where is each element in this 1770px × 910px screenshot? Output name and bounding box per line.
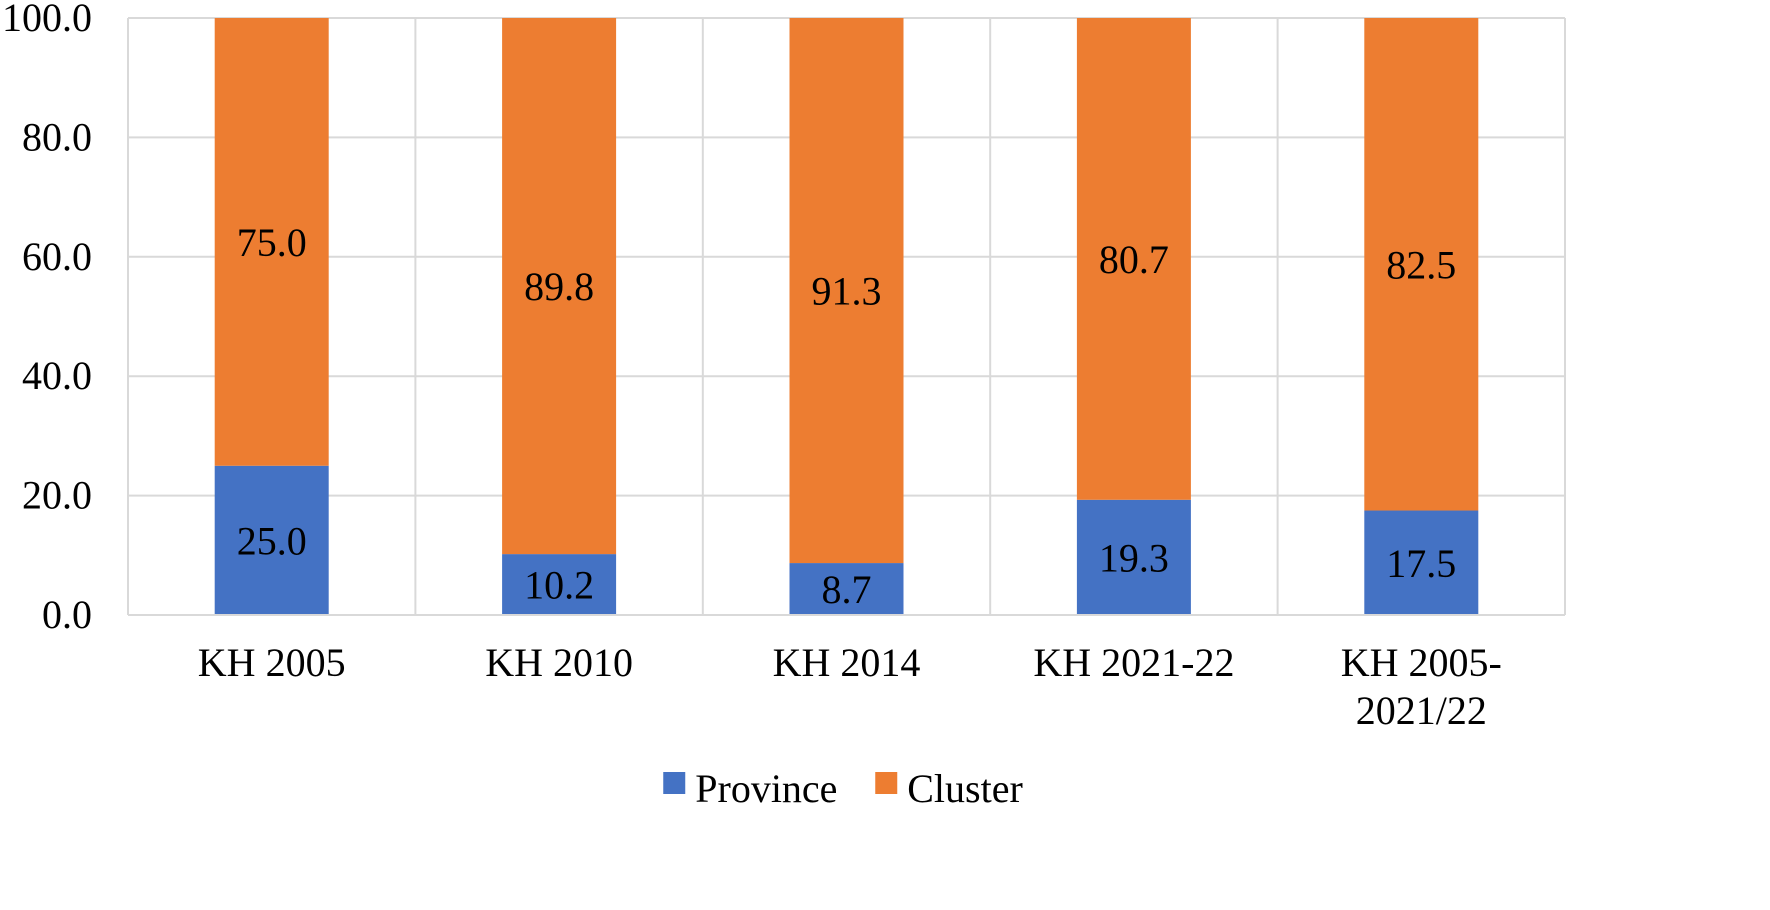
axes: 0.0 20.0 40.0 60.0 80.0 100.0 KH 2005 KH 2010 KH… <box>2 0 1565 733</box>
bar-segment-province <box>1076 499 1191 615</box>
bar-segment-cluster <box>789 18 904 564</box>
bar-segment-cluster <box>1076 18 1191 500</box>
x-category-label: KH 2005 <box>198 640 346 685</box>
x-category-label: KH 2021-22 <box>1033 640 1234 685</box>
bar-segment-cluster <box>502 18 617 555</box>
data-label-cluster: 75.0 <box>237 220 307 265</box>
bars: 25.0 75.0 10.2 89.8 8.7 91.3 19.3 80.7 17.5 82.5 <box>214 18 1479 615</box>
x-category-label: KH 2010 <box>485 640 633 685</box>
legend-swatch-province <box>663 772 686 794</box>
legend-label-cluster: Cluster <box>907 766 1023 811</box>
y-tick-label: 40.0 <box>22 353 92 398</box>
bar-segment-province <box>789 563 904 615</box>
x-category-label: KH 2014 <box>773 640 921 685</box>
y-tick-label: 100.0 <box>2 0 92 40</box>
x-category-label: KH 2005- <box>1341 640 1502 685</box>
data-label-province: 8.7 <box>822 567 872 612</box>
data-label-province: 10.2 <box>524 563 594 608</box>
data-label-cluster: 91.3 <box>812 269 882 314</box>
data-label-province: 25.0 <box>237 518 307 563</box>
bar-segment-cluster <box>1364 18 1479 511</box>
y-tick-label: 60.0 <box>22 234 92 279</box>
legend-label-province: Province <box>695 766 837 811</box>
legend: Province Cluster <box>663 766 1023 811</box>
bar-segment-province <box>1364 510 1479 615</box>
data-label-province: 19.3 <box>1099 535 1169 580</box>
data-label-cluster: 82.5 <box>1386 242 1456 287</box>
data-label-cluster: 89.8 <box>524 264 594 309</box>
y-tick-label: 80.0 <box>22 114 92 159</box>
x-category-label: 2021/22 <box>1356 688 1487 733</box>
y-tick-label: 0.0 <box>42 592 92 637</box>
bar-segment-province <box>214 465 329 615</box>
data-label-cluster: 80.7 <box>1099 237 1169 282</box>
bar-segment-cluster <box>214 18 329 466</box>
legend-swatch-cluster <box>875 772 898 794</box>
bar-segment-province <box>502 554 617 615</box>
data-label-province: 17.5 <box>1386 541 1456 586</box>
y-tick-label: 20.0 <box>22 473 92 518</box>
